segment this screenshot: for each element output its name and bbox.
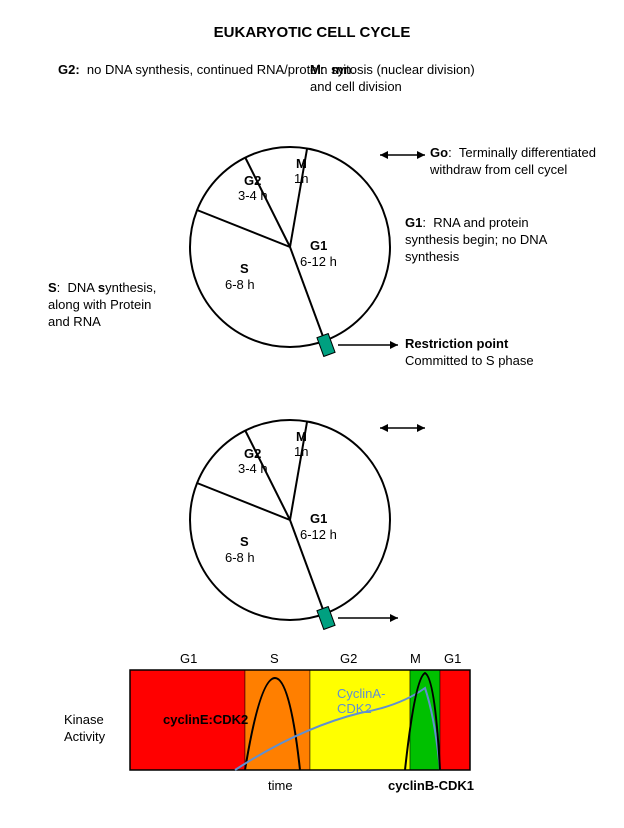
svg-text:S: S — [270, 651, 279, 666]
svg-text:G2: G2 — [244, 446, 261, 461]
svg-text:6-8 h: 6-8 h — [225, 277, 255, 292]
svg-text:G1: G1 — [180, 651, 197, 666]
kinase-chart: G1 S G2 M G1 cyclinE:CDK2 CyclinA- CDK2 … — [0, 648, 624, 828]
svg-text:CyclinA-: CyclinA- — [337, 686, 385, 701]
svg-text:6-12 h: 6-12 h — [300, 527, 337, 542]
svg-text:G1: G1 — [310, 238, 327, 253]
svg-text:G1: G1 — [310, 511, 327, 526]
svg-text:M: M — [296, 429, 307, 444]
svg-text:S: S — [240, 261, 249, 276]
svg-text:M: M — [296, 156, 307, 171]
svg-text:3-4 h: 3-4 h — [238, 461, 268, 476]
cycle-circle-1: G2 3-4 h M 1h G1 6-12 h S 6-8 h — [0, 0, 624, 410]
svg-text:cyclinB-CDK1: cyclinB-CDK1 — [388, 778, 474, 793]
svg-text:6-8 h: 6-8 h — [225, 550, 255, 565]
svg-text:cyclinE:CDK2: cyclinE:CDK2 — [163, 712, 248, 727]
svg-text:M: M — [410, 651, 421, 666]
svg-text:CDK2: CDK2 — [337, 701, 372, 716]
svg-text:S: S — [240, 534, 249, 549]
svg-text:1h: 1h — [294, 171, 308, 186]
svg-text:1h: 1h — [294, 444, 308, 459]
svg-text:3-4 h: 3-4 h — [238, 188, 268, 203]
svg-text:G2: G2 — [340, 651, 357, 666]
svg-text:G1: G1 — [444, 651, 461, 666]
svg-text:G2: G2 — [244, 173, 261, 188]
svg-text:time: time — [268, 778, 293, 793]
svg-text:6-12 h: 6-12 h — [300, 254, 337, 269]
cycle-circle-2: G2 3-4 h M 1h G1 6-12 h S 6-8 h — [0, 400, 624, 670]
